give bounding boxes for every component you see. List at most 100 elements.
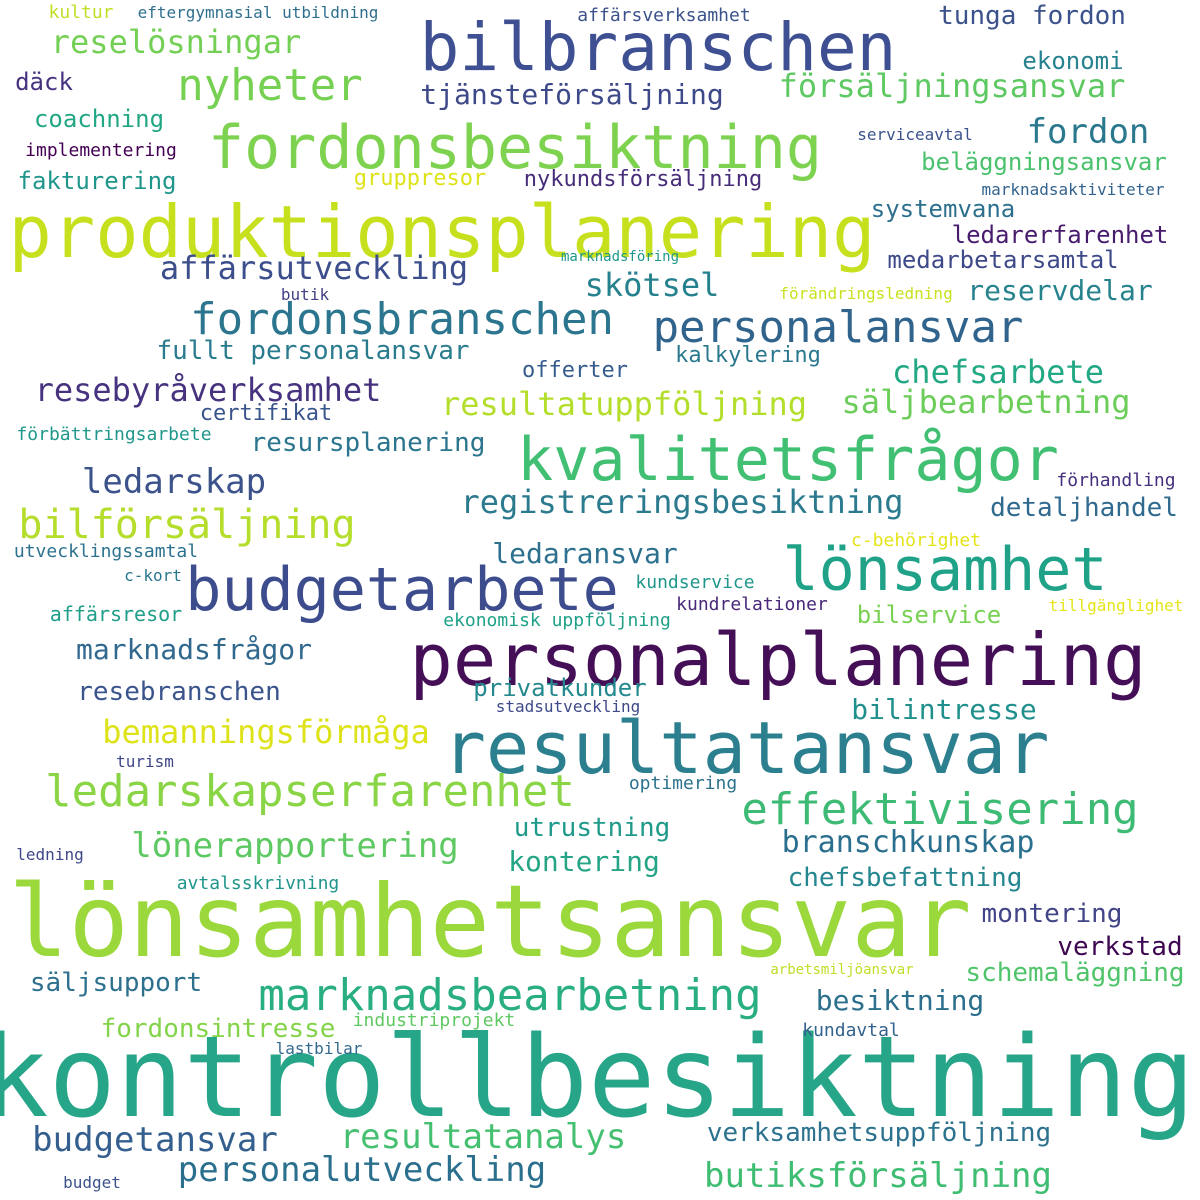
word-tunga-fordon: tunga fordon xyxy=(938,1,1126,31)
word-effektivisering: effektivisering xyxy=(741,784,1139,835)
word-bilservice: bilservice xyxy=(856,601,1002,629)
word-nykundsforsaljning: nykundsförsäljning xyxy=(523,167,763,192)
word-certifikat: certifikat xyxy=(199,401,333,426)
word-privatkunder: privatkunder xyxy=(473,674,647,702)
word-systemvana: systemvana xyxy=(870,195,1016,223)
word-kultur: kultur xyxy=(48,2,114,23)
word-branschkunskap: branschkunskap xyxy=(781,825,1035,860)
word-ledaransvar: ledaransvar xyxy=(492,537,678,570)
word-resultatuppfoljning: resultatuppföljning xyxy=(440,385,808,423)
word-affarsresor: affärsresor xyxy=(49,602,183,626)
word-chefsbefattning: chefsbefattning xyxy=(787,863,1023,893)
word-chefsarbete: chefsarbete xyxy=(892,353,1104,391)
word-arbetsmiljoansvar: arbetsmiljöansvar xyxy=(770,962,914,978)
word-saljsupport: säljsupport xyxy=(29,968,203,998)
word-forsaljningsansvar: försäljningsansvar xyxy=(778,67,1126,105)
word-budgetarbete: budgetarbete xyxy=(185,555,619,625)
word-implementering: implementering xyxy=(25,140,177,161)
word-fordonsintresse: fordonsintresse xyxy=(100,1014,336,1044)
word-fordonsbranschen: fordonsbranschen xyxy=(190,294,614,345)
word-budget: budget xyxy=(63,1173,121,1192)
word-industriprojekt: industriprojekt xyxy=(352,1010,516,1031)
word-kundrelationer: kundrelationer xyxy=(676,594,828,615)
word-ekonomi: ekonomi xyxy=(1022,47,1124,75)
word-c-kort: c-kort xyxy=(124,566,182,585)
word-belaggningsansvar: beläggningsansvar xyxy=(921,148,1167,176)
word-registreringsbesiktning: registreringsbesiktning xyxy=(460,483,904,521)
word-ledarskapserfarenhet: ledarskapserfarenhet xyxy=(45,766,575,817)
word-forhandling: förhandling xyxy=(1056,470,1176,491)
word-kalkylering: kalkylering xyxy=(675,343,821,368)
word-produktionsplanering: produktionsplanering xyxy=(8,190,876,274)
word-budgetansvar: budgetansvar xyxy=(32,1120,278,1160)
word-eftergymnasial-utbildning: eftergymnasial utbildning xyxy=(137,3,379,22)
word-butik: butik xyxy=(280,285,330,304)
word-resursplanering: resursplanering xyxy=(250,428,486,458)
word-coachning: coachning xyxy=(33,105,165,133)
word-bilbranschen: bilbranschen xyxy=(419,9,897,86)
word-kundavtal: kundavtal xyxy=(802,1020,900,1041)
word-lonsamhet: lönsamhet xyxy=(782,535,1108,605)
word-resultatansvar: resultatansvar xyxy=(442,706,1050,790)
word-medarbetarsamtal: medarbetarsamtal xyxy=(887,246,1119,274)
word-fordonsbesiktning: fordonsbesiktning xyxy=(207,113,823,183)
word-verksamhetsuppfoljning: verksamhetsuppföljning xyxy=(706,1118,1052,1148)
word-optimering: optimering xyxy=(628,773,738,794)
word-forbattringsarbete: förbättringsarbete xyxy=(16,424,212,445)
word-butiksforsaljning: butiksförsäljning xyxy=(704,1156,1052,1196)
word-utrustning: utrustning xyxy=(513,813,671,843)
word-affarsverksamhet: affärsverksamhet xyxy=(577,5,751,26)
word-ledarerfarenhet: ledarerfarenhet xyxy=(951,221,1169,249)
word-lastbilar: lastbilar xyxy=(275,1039,363,1058)
word-marknadsforing: marknadsföring xyxy=(560,249,680,265)
word-bemanningsformaga: bemanningsförmåga xyxy=(102,713,430,751)
word-dack: däck xyxy=(15,68,73,96)
word-fakturering: fakturering xyxy=(17,167,177,195)
word-marknadsbearbetning: marknadsbearbetning xyxy=(258,970,762,1021)
word-bilintresse: bilintresse xyxy=(851,693,1037,726)
word-resultatanalys: resultatanalys xyxy=(339,1117,627,1157)
word-tillganglighet: tillgänglighet xyxy=(1048,596,1184,615)
word-kundservice: kundservice xyxy=(635,572,755,593)
word-kontering: kontering xyxy=(508,845,660,878)
word-affarsutveckling: affärsutveckling xyxy=(159,249,469,287)
word-personalplanering: personalplanering xyxy=(409,618,1147,702)
word-detaljhandel: detaljhandel xyxy=(990,493,1178,523)
word-skotsel: skötsel xyxy=(584,266,720,304)
word-kvalitetsfragor: kvalitetsfrågor xyxy=(517,425,1059,495)
word-utvecklingssamtal: utvecklingssamtal xyxy=(13,541,199,562)
word-ledning: ledning xyxy=(16,845,84,864)
word-schemalaggning: schemaläggning xyxy=(965,958,1185,988)
word-serviceavtal: serviceavtal xyxy=(857,125,973,144)
word-reservdelar: reservdelar xyxy=(967,274,1153,307)
word-kontrollbesiktning: kontrollbesiktning xyxy=(0,1013,1195,1143)
word-gruppresor: gruppresor xyxy=(353,166,487,191)
word-besiktning: besiktning xyxy=(815,984,985,1017)
word-tjansteforsaljning: tjänsteförsäljning xyxy=(420,78,724,111)
word-lonerapportering: lönerapportering xyxy=(131,826,459,866)
word-personalansvar: personalansvar xyxy=(652,302,1024,353)
word-ekonomisk-uppfoljning: ekonomisk uppföljning xyxy=(443,610,671,631)
word-marknadsaktiviteter: marknadsaktiviteter xyxy=(981,180,1165,199)
word-montering: montering xyxy=(981,899,1123,929)
word-fordon: fordon xyxy=(1026,112,1150,152)
word-bilforsaljning: bilförsäljning xyxy=(18,502,356,548)
word-resebyraverksamhet: resebyråverksamhet xyxy=(34,371,382,409)
word-c-behorighet: c-behörighet xyxy=(850,530,982,551)
word-offerter: offerter xyxy=(522,358,628,383)
word-personalutveckling: personalutveckling xyxy=(177,1150,547,1190)
word-reselosningar: reselösningar xyxy=(50,23,302,61)
word-stadsutveckling: stadsutveckling xyxy=(495,697,641,716)
word-resebranschen: resebranschen xyxy=(77,677,281,707)
word-turism: turism xyxy=(116,752,174,771)
word-avtalsskrivning: avtalsskrivning xyxy=(176,873,340,894)
word-forandringsledning: förändringsledning xyxy=(779,284,953,303)
word-saljbearbetning: säljbearbetning xyxy=(841,383,1131,421)
word-verkstad: verkstad xyxy=(1057,932,1183,962)
word-ledarskap: ledarskap xyxy=(81,462,267,502)
word-fullt-personalansvar: fullt personalansvar xyxy=(156,336,470,366)
word-lonsamhetsansvar: lönsamhetsansvar xyxy=(8,863,972,980)
word-marknadsfragor: marknadsfrågor xyxy=(75,633,313,666)
word-nyheter: nyheter xyxy=(177,60,363,111)
